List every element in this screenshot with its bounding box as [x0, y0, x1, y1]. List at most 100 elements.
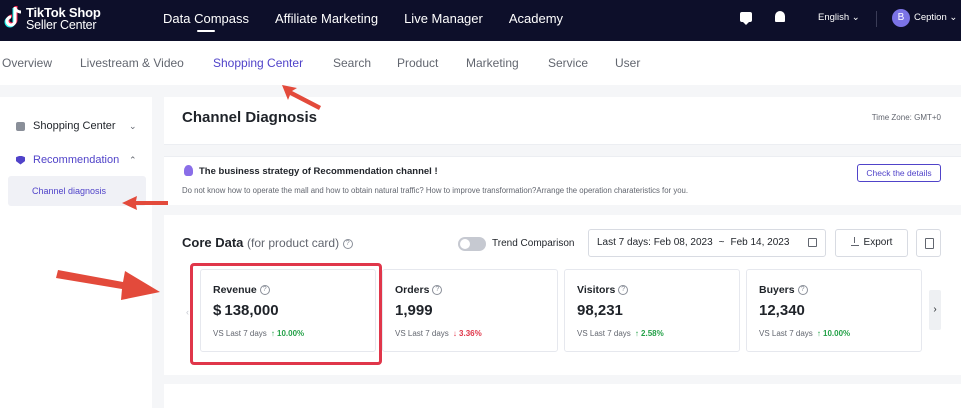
- user-menu[interactable]: Ception ⌄: [914, 12, 958, 23]
- arrow-to-revenue-card: [56, 270, 160, 300]
- metric-card-revenue[interactable]: Revenue ? $ 138,000 VS Last 7 days ↑ 10.0…: [200, 269, 376, 352]
- metric-value: $ 138,000: [213, 302, 279, 319]
- help-icon[interactable]: ?: [259, 285, 270, 296]
- metric-cmp-label: VS Last 7 days: [759, 329, 813, 338]
- metric-cmp-label: VS Last 7 days: [213, 329, 267, 338]
- metric-comparison: VS Last 7 days ↑ 10.00%: [759, 329, 850, 338]
- metric-label: Orders ?: [395, 284, 443, 296]
- core-subtitle: (for product card): [247, 236, 340, 250]
- sidebar: Shopping Center ⌄ Recommendation ⌃ Chann…: [0, 97, 152, 408]
- message-icon[interactable]: [740, 12, 752, 25]
- tab-livestream-video[interactable]: Livestream & Video: [80, 56, 184, 70]
- metric-card-orders[interactable]: Orders ? 1,999 VS Last 7 days ↓ 3.36%: [382, 269, 558, 352]
- metric-label: Buyers ?: [759, 284, 808, 296]
- next-section-card: [164, 384, 961, 408]
- core-title-text: Core Data: [182, 235, 244, 250]
- date-range-picker[interactable]: Last 7 days: Feb 08, 2023 ~ Feb 14, 2023: [588, 229, 826, 257]
- metric-delta: ↑ 10.00%: [816, 329, 851, 338]
- metric-cmp-label: VS Last 7 days: [577, 329, 631, 338]
- calendar-icon: [808, 238, 817, 247]
- chevron-right-icon[interactable]: ›: [929, 290, 941, 330]
- tab-product[interactable]: Product: [397, 56, 439, 70]
- topnav-live-manager[interactable]: Live Manager: [404, 11, 483, 26]
- chevron-up-icon: ⌃: [129, 154, 137, 165]
- metric-cmp-label: VS Last 7 days: [395, 329, 449, 338]
- strategy-banner: The business strategy of Recommendation …: [164, 156, 961, 205]
- core-data-title: Core Data (for product card) ?: [182, 235, 353, 250]
- sidebar-item-label: Recommendation: [33, 154, 120, 166]
- metric-label-text: Orders: [395, 284, 430, 296]
- date-start: Last 7 days: Feb 08, 2023: [597, 237, 713, 248]
- metric-label-text: Visitors: [577, 284, 616, 296]
- metric-delta: ↓ 3.36%: [452, 329, 482, 338]
- date-separator: ~: [718, 237, 725, 248]
- brand-text: TikTok Shop Seller Center: [26, 5, 101, 32]
- metric-card-buyers[interactable]: Buyers ? 12,340 VS Last 7 days ↑ 10.00%: [746, 269, 922, 352]
- download-icon: [850, 237, 859, 246]
- help-icon[interactable]: ?: [342, 238, 353, 249]
- metric-comparison: VS Last 7 days ↑ 2.58%: [577, 329, 664, 338]
- check-details-button[interactable]: Check the details: [857, 164, 941, 182]
- top-nav: Data Compass Affiliate Marketing Live Ma…: [163, 0, 589, 41]
- tab-marketing[interactable]: Marketing: [466, 56, 519, 70]
- tiktok-logo-icon: [4, 5, 24, 33]
- metric-delta: ↑ 2.58%: [634, 329, 664, 338]
- revenue-highlight-box: [190, 263, 382, 365]
- chevron-down-icon: ⌄: [129, 120, 137, 131]
- tab-overview[interactable]: Overview: [2, 56, 53, 70]
- avatar[interactable]: B: [892, 9, 910, 27]
- shield-icon: [16, 155, 25, 165]
- timezone-label: Time Zone: GMT+0: [871, 113, 941, 122]
- page-title: Channel Diagnosis: [182, 109, 318, 126]
- sidebar-item-label: Shopping Center: [33, 120, 116, 132]
- language-select[interactable]: English ⌄: [818, 12, 860, 23]
- arrow-to-channel-diagnosis: [122, 196, 168, 210]
- banner-title: The business strategy of Recommendation …: [199, 166, 438, 177]
- metric-label-text: Buyers: [759, 284, 795, 296]
- page-header: Channel Diagnosis Time Zone: GMT+0: [164, 97, 961, 145]
- tab-shopping-center[interactable]: Shopping Center: [213, 56, 304, 70]
- sidebar-subitem-channel-diagnosis[interactable]: Channel diagnosis: [8, 176, 146, 206]
- brand-line2: Seller Center: [26, 18, 97, 32]
- main-content: Channel Diagnosis Time Zone: GMT+0 The b…: [164, 97, 961, 408]
- metric-value: 1,999: [395, 302, 433, 319]
- brand-line1: TikTok Shop: [26, 5, 101, 20]
- tab-service[interactable]: Service: [548, 56, 589, 70]
- metric-delta: ↑ 10.00%: [270, 329, 305, 338]
- trend-comparison-label: Trend Comparison: [492, 238, 575, 249]
- clipboard-button[interactable]: [916, 229, 941, 257]
- metric-comparison: VS Last 7 days ↓ 3.36%: [395, 329, 482, 338]
- metric-card-visitors[interactable]: Visitors ? 98,231 VS Last 7 days ↑ 2.58%: [564, 269, 740, 352]
- sidebar-subitem-label: Channel diagnosis: [32, 186, 107, 196]
- sub-nav: Overview Livestream & Video Shopping Cen…: [0, 41, 961, 85]
- tab-user[interactable]: User: [615, 56, 641, 70]
- metric-label: Revenue ?: [213, 284, 270, 296]
- export-label: Export: [863, 237, 893, 248]
- bell-icon[interactable]: [775, 11, 785, 22]
- help-icon[interactable]: ?: [432, 285, 443, 296]
- top-bar: TikTok Shop Seller Center Data Compass A…: [0, 0, 961, 41]
- help-icon[interactable]: ?: [797, 285, 808, 296]
- topnav-data-compass[interactable]: Data Compass: [163, 0, 249, 41]
- banner-description: Do not know how to operate the mall and …: [182, 186, 689, 195]
- topnav-affiliate-marketing[interactable]: Affiliate Marketing: [274, 11, 379, 26]
- sidebar-item-recommendation[interactable]: Recommendation ⌃: [16, 154, 137, 166]
- trend-comparison-toggle[interactable]: [458, 237, 486, 251]
- divider: [876, 11, 877, 27]
- tab-search[interactable]: Search: [333, 56, 372, 70]
- tiktok-shop-logo[interactable]: TikTok Shop Seller Center: [4, 5, 101, 33]
- help-icon[interactable]: ?: [618, 285, 629, 296]
- date-end: Feb 14, 2023: [730, 237, 790, 248]
- bag-icon: [16, 121, 25, 131]
- topnav-academy[interactable]: Academy: [508, 11, 564, 26]
- metric-value: 98,231: [577, 302, 623, 319]
- core-data-card: Core Data (for product card) ? Trend Com…: [164, 215, 961, 375]
- metric-label: Visitors ?: [577, 284, 629, 296]
- metric-comparison: VS Last 7 days ↑ 10.00%: [213, 329, 304, 338]
- sidebar-item-shopping-center[interactable]: Shopping Center ⌄: [16, 120, 137, 132]
- export-button[interactable]: Export: [835, 229, 908, 257]
- lightbulb-icon: [184, 165, 193, 176]
- chevron-left-icon[interactable]: ‹: [186, 307, 189, 317]
- metric-value: 12,340: [759, 302, 805, 319]
